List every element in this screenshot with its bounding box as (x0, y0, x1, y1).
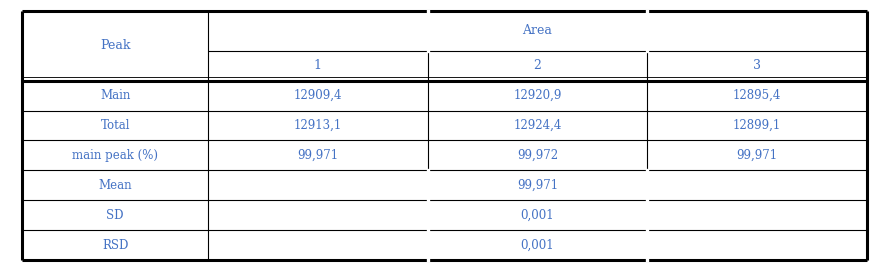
Text: 12920,9: 12920,9 (513, 89, 562, 102)
Text: 12909,4: 12909,4 (293, 89, 342, 102)
Text: 12924,4: 12924,4 (513, 119, 562, 132)
Text: 12913,1: 12913,1 (293, 119, 342, 132)
Text: RSD: RSD (102, 239, 128, 252)
Text: Peak: Peak (100, 39, 131, 52)
Text: 12899,1: 12899,1 (733, 119, 781, 132)
Text: 99,971: 99,971 (517, 179, 558, 192)
Text: 1: 1 (314, 59, 322, 72)
Text: SD: SD (107, 209, 124, 222)
Text: 2: 2 (533, 59, 541, 72)
Text: 99,972: 99,972 (517, 149, 558, 162)
Text: 12895,4: 12895,4 (733, 89, 781, 102)
Text: Total: Total (100, 119, 130, 132)
Text: Mean: Mean (99, 179, 132, 192)
Text: 99,971: 99,971 (297, 149, 339, 162)
Text: 99,971: 99,971 (736, 149, 778, 162)
Text: 0,001: 0,001 (521, 209, 554, 222)
Text: main peak (%): main peak (%) (72, 149, 158, 162)
Text: Area: Area (523, 24, 552, 37)
Text: 0,001: 0,001 (521, 239, 554, 252)
Text: Main: Main (100, 89, 131, 102)
Text: 3: 3 (753, 59, 761, 72)
